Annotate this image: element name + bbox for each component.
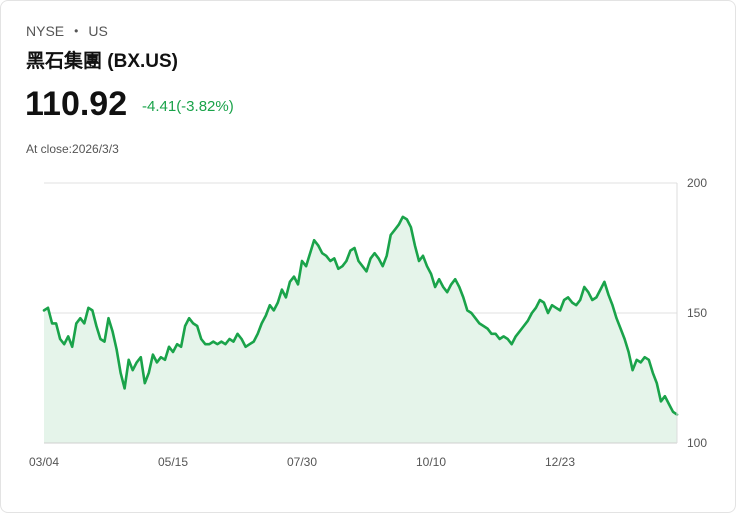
- x-axis-ticks: 03/04 05/15 07/30 10/10 12/23: [29, 455, 575, 469]
- y-tick-label: 200: [687, 176, 707, 190]
- x-tick-label: 12/23: [545, 455, 575, 469]
- y-tick-label: 100: [687, 436, 707, 450]
- x-tick-label: 03/04: [29, 455, 59, 469]
- x-tick-label: 07/30: [287, 455, 317, 469]
- current-price: 110.92: [25, 85, 128, 123]
- x-tick-label: 05/15: [158, 455, 188, 469]
- stock-name: 黑石集團 (BX.US): [26, 51, 179, 72]
- close-date: 2026/3/3: [72, 142, 119, 156]
- y-tick-label: 150: [687, 306, 707, 320]
- price-change: -4.41(-3.82%): [142, 98, 234, 115]
- exchange-label: NYSE: [26, 23, 65, 39]
- price-area: [44, 216, 677, 443]
- exchange-market: NYSE • US: [26, 23, 108, 39]
- separator-dot: •: [74, 24, 79, 38]
- x-tick-label: 10/10: [416, 455, 446, 469]
- price-line[interactable]: [42, 215, 679, 416]
- close-prefix: At close:: [26, 142, 73, 156]
- market-label: US: [88, 23, 108, 39]
- y-axis-ticks: 200 150 100: [687, 176, 707, 450]
- close-info: At close:2026/3/3: [26, 142, 119, 156]
